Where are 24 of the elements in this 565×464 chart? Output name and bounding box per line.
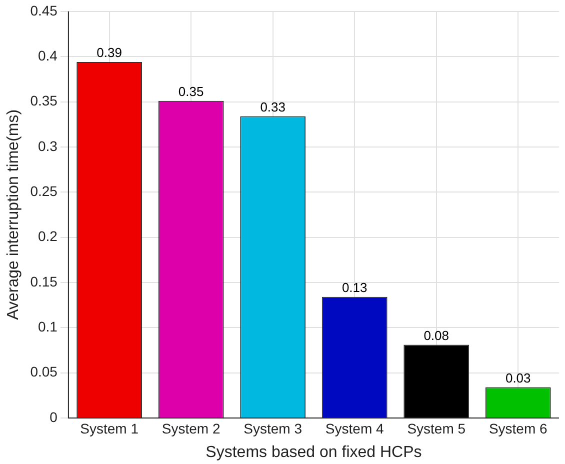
y-tick-label: 0.3 — [38, 138, 58, 154]
y-tick-label: 0.2 — [38, 228, 58, 244]
y-tick-label: 0.35 — [30, 92, 58, 109]
y-tick-label: 0.4 — [38, 47, 58, 64]
x-tick-label: System 5 — [407, 420, 466, 436]
x-tick-label: System 4 — [325, 420, 384, 436]
data-label: 0.03 — [505, 370, 531, 386]
x-tick-label: System 2 — [162, 420, 220, 436]
data-label: 0.08 — [424, 328, 450, 343]
y-tick-label: 0.25 — [30, 182, 58, 199]
x-axis-title: Systems based on fixed HCPs — [206, 444, 422, 461]
x-tick-label: System 6 — [488, 420, 548, 436]
data-label: 0.35 — [178, 84, 204, 99]
y-axis-title: Average interruption time(ms) — [5, 109, 22, 320]
y-tick-label: 0.15 — [30, 273, 58, 290]
x-tick-label: System 1 — [80, 420, 139, 436]
data-label: 0.39 — [96, 45, 122, 60]
y-tick-label: 0.45 — [30, 2, 58, 18]
data-label: 0.13 — [342, 280, 368, 295]
data-label: 0.33 — [260, 99, 286, 114]
x-tick-label: System 3 — [244, 420, 302, 436]
y-tick-label: 0.1 — [38, 318, 58, 335]
y-tick-label: 0 — [50, 408, 58, 425]
y-tick-label: 0.05 — [30, 364, 58, 380]
